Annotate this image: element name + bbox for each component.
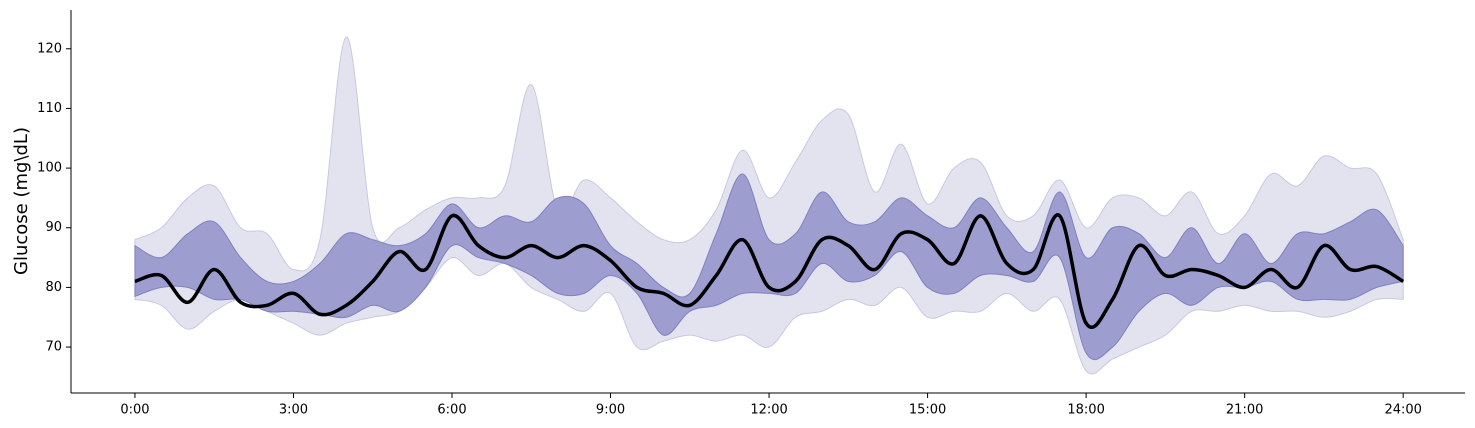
y-tick-label: 90 xyxy=(45,220,62,235)
x-tick-label: 18:00 xyxy=(1067,403,1104,418)
x-tick-label: 9:00 xyxy=(596,403,625,418)
band xyxy=(134,173,1404,361)
y-axis-label: Glucose (mg\dL) xyxy=(11,127,32,275)
y-tick-label: 70 xyxy=(45,340,62,355)
x-tick-label: 15:00 xyxy=(909,403,946,418)
y-tick-label: 120 xyxy=(37,41,62,56)
y-tick-label: 80 xyxy=(45,280,62,295)
x-tick-label: 12:00 xyxy=(750,403,787,418)
x-tick-label: 6:00 xyxy=(437,403,466,418)
y-tick-label: 100 xyxy=(37,161,62,176)
y-tick-label: 110 xyxy=(37,101,62,116)
x-tick-label: 0:00 xyxy=(120,403,149,418)
x-tick-label: 24:00 xyxy=(1384,403,1421,418)
band xyxy=(134,36,1404,375)
median-line xyxy=(134,213,1405,329)
x-tick-label: 3:00 xyxy=(279,403,308,418)
x-tick-label: 21:00 xyxy=(1226,403,1263,418)
